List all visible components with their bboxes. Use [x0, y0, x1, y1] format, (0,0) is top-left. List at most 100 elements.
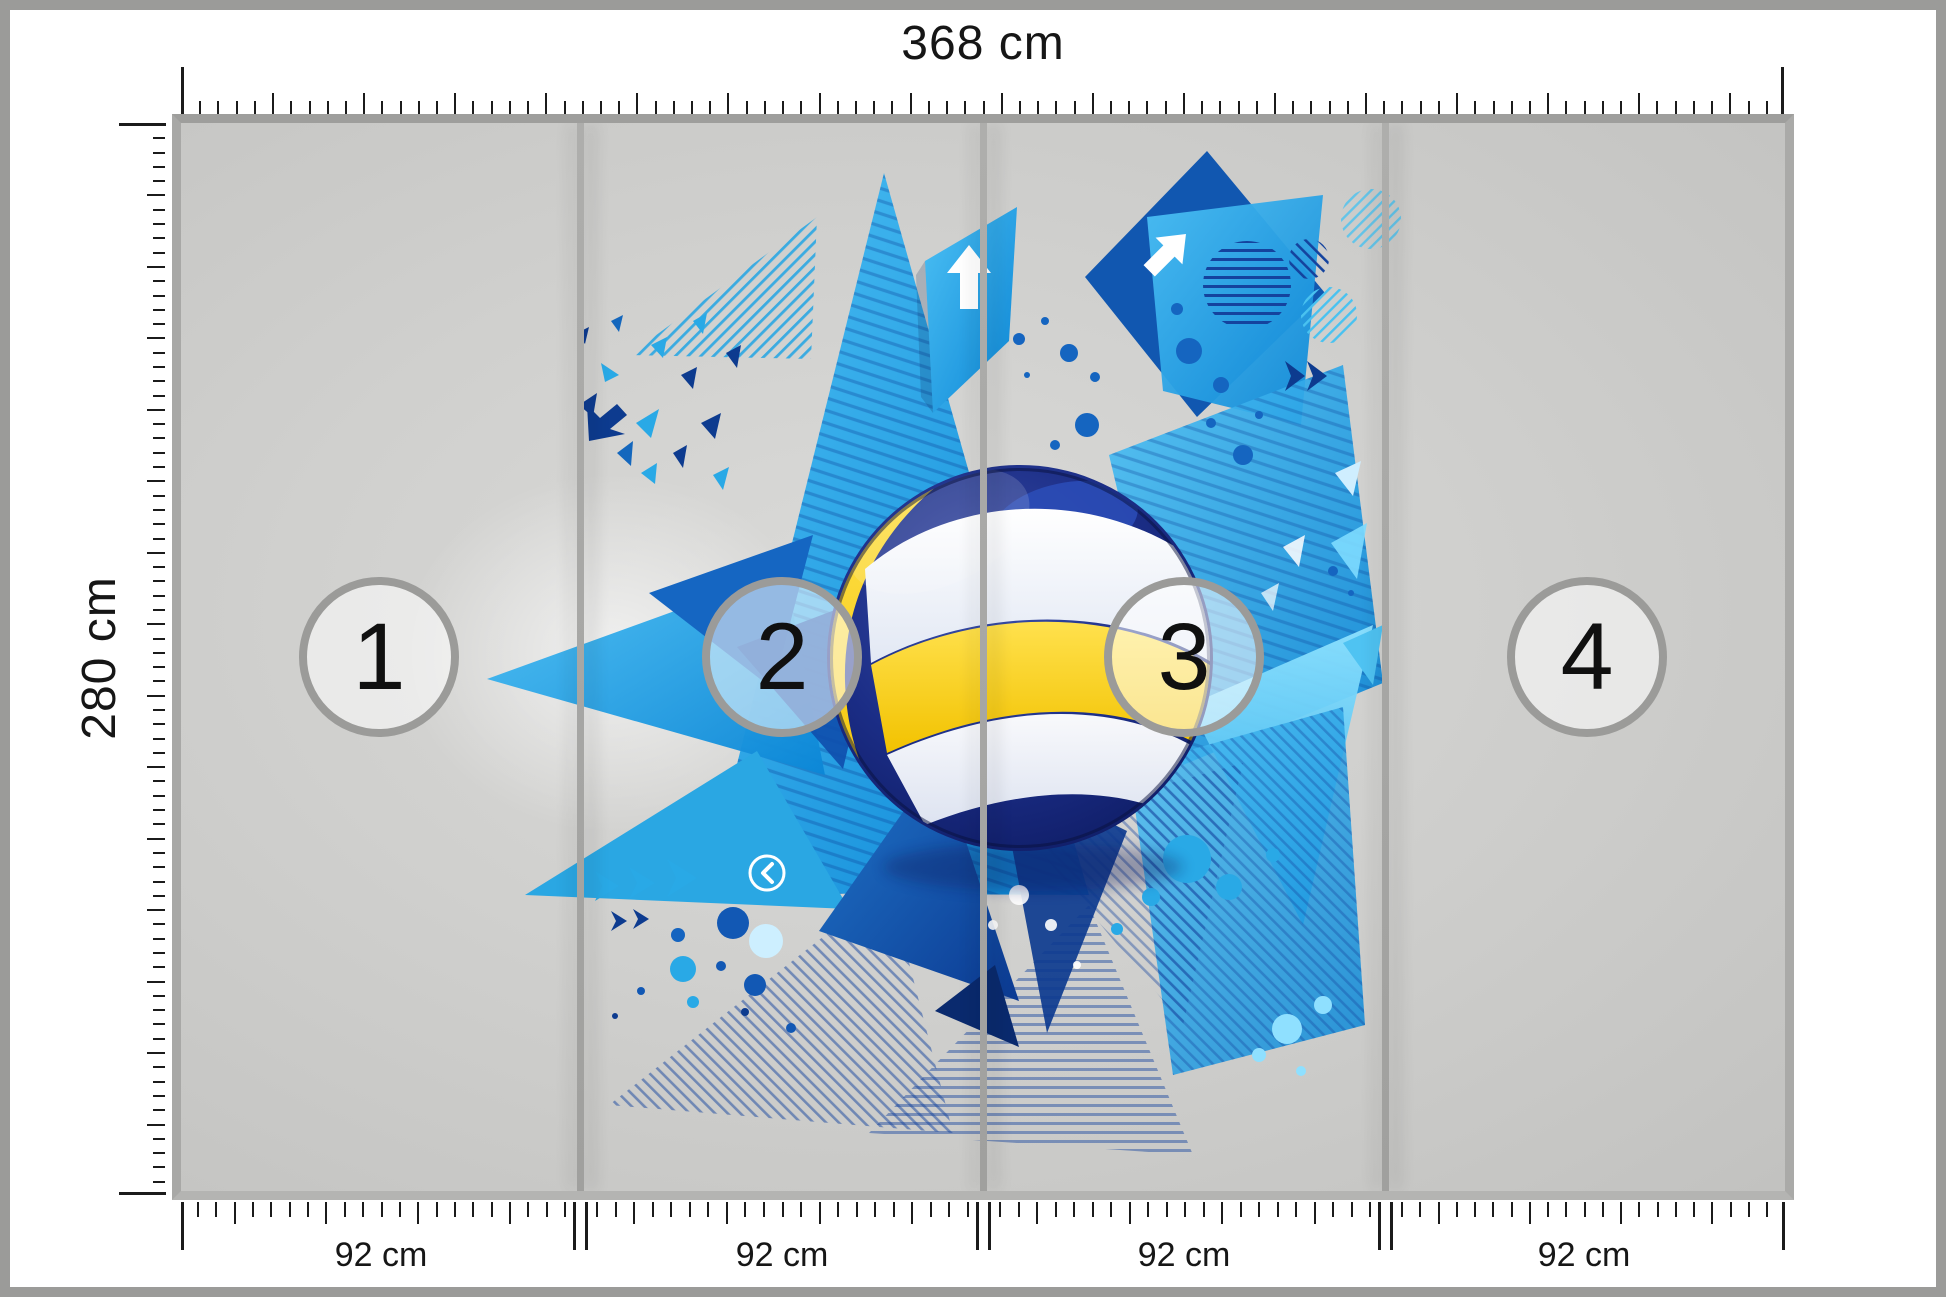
ruler-tick — [153, 1166, 165, 1168]
ruler-tick — [1166, 1202, 1168, 1217]
hatched-circle — [1289, 239, 1329, 279]
ruler-tick — [147, 1124, 165, 1126]
ruler-tick — [564, 1202, 566, 1217]
ruler-tick — [782, 101, 784, 114]
ruler-tick — [1620, 1202, 1622, 1224]
ruler-tick — [1565, 1202, 1567, 1217]
ruler-tick — [1766, 101, 1768, 114]
ruler-tick — [454, 93, 456, 114]
ruler-tick — [436, 1202, 438, 1217]
ruler-tick — [234, 1202, 236, 1224]
ruler-tick — [891, 101, 893, 114]
ruler-tick — [290, 101, 292, 114]
ruler-tick — [1310, 101, 1312, 114]
ruler-tick — [764, 101, 766, 114]
ruler-tick — [709, 101, 711, 114]
ruler-tick — [153, 1181, 165, 1183]
ruler-tick — [199, 101, 201, 114]
panel-width-ruler: 92 cm 92 cm 92 cm 92 cm — [181, 1202, 1785, 1282]
ruler-tick — [910, 93, 912, 114]
ruler-tick — [1474, 101, 1476, 114]
panel-number: 4 — [1561, 610, 1614, 705]
ruler-tick — [1656, 101, 1658, 114]
ruler-tick — [1529, 1202, 1531, 1224]
panel-divider — [1382, 123, 1389, 1191]
ruler-tick — [1711, 101, 1713, 114]
ruler-tick — [546, 1202, 548, 1217]
hatched-circle — [1341, 189, 1401, 249]
ruler-tick — [509, 1202, 511, 1224]
ruler-tick — [181, 67, 184, 114]
ruler-tick — [1729, 93, 1731, 114]
ruler-tick — [1037, 101, 1039, 114]
ruler-tick — [1347, 101, 1349, 114]
ruler-tick — [1419, 1202, 1421, 1217]
ruler-tick — [1657, 1202, 1659, 1217]
ruler-tick — [655, 101, 657, 114]
ruler-tick — [1584, 101, 1586, 114]
ruler-tick — [1438, 101, 1440, 114]
ruler-tick — [254, 101, 256, 114]
ruler-tick — [1129, 1202, 1131, 1224]
ruler-tick — [1256, 101, 1258, 114]
ruler-tick — [763, 1202, 765, 1217]
ruler-tick — [1274, 93, 1276, 114]
ruler-tick — [147, 766, 165, 768]
ruler-tick — [1219, 101, 1221, 114]
ruler-tick — [153, 895, 165, 897]
ruler-tick — [270, 1202, 272, 1217]
ruler-tick — [545, 93, 547, 114]
width-ruler — [181, 67, 1784, 114]
ruler-tick — [948, 1202, 950, 1217]
ruler-tick — [153, 680, 165, 682]
ruler-tick — [215, 1202, 217, 1217]
ruler-tick — [491, 101, 493, 114]
ruler-tick — [1456, 93, 1458, 114]
ruler-tick — [454, 1202, 456, 1217]
ruler-tick — [153, 723, 165, 725]
panel-number-badge: 2 — [702, 577, 862, 737]
ruler-tick — [153, 1152, 165, 1154]
ruler-tick — [782, 1202, 784, 1217]
ruler-tick — [1378, 1202, 1381, 1250]
ruler-tick — [153, 495, 165, 497]
ruler-tick — [573, 1202, 576, 1250]
ruler-tick — [153, 738, 165, 740]
ruler-tick — [153, 252, 165, 254]
ruler-tick — [153, 566, 165, 568]
ruler-tick — [153, 295, 165, 297]
ruler-tick — [307, 1202, 309, 1217]
ruler-tick — [1147, 1202, 1149, 1217]
ruler-tick — [153, 966, 165, 968]
ruler-tick — [1036, 1202, 1038, 1224]
ruler-tick — [153, 823, 165, 825]
ruler-tick — [1110, 101, 1112, 114]
panel-width-label: 92 cm — [1104, 1236, 1264, 1275]
ruler-tick — [673, 101, 675, 114]
ruler-tick — [1221, 1202, 1223, 1224]
ruler-tick — [325, 1202, 327, 1224]
ruler-tick — [153, 309, 165, 311]
ruler-tick — [633, 1202, 635, 1224]
ruler-tick — [1019, 101, 1021, 114]
ruler-tick — [1420, 101, 1422, 114]
total-height-label: 280 cm — [72, 548, 124, 768]
ruler-tick — [1456, 1202, 1458, 1217]
ruler-tick — [153, 352, 165, 354]
panel-width-label: 92 cm — [702, 1236, 862, 1275]
ruler-tick — [1492, 1202, 1494, 1217]
ruler-tick — [147, 695, 165, 697]
ruler-tick — [1201, 101, 1203, 114]
ruler-tick — [153, 538, 165, 540]
ruler-tick — [618, 101, 620, 114]
ruler-tick — [272, 93, 274, 114]
ruler-tick — [153, 423, 165, 425]
ruler-tick — [707, 1202, 709, 1217]
ruler-tick — [153, 466, 165, 468]
ruler-tick — [1438, 1202, 1440, 1224]
ruler-tick — [345, 101, 347, 114]
ruler-tick — [1128, 101, 1130, 114]
ruler-tick — [1511, 1202, 1513, 1217]
ruler-tick — [689, 1202, 691, 1217]
ruler-tick — [289, 1202, 291, 1217]
